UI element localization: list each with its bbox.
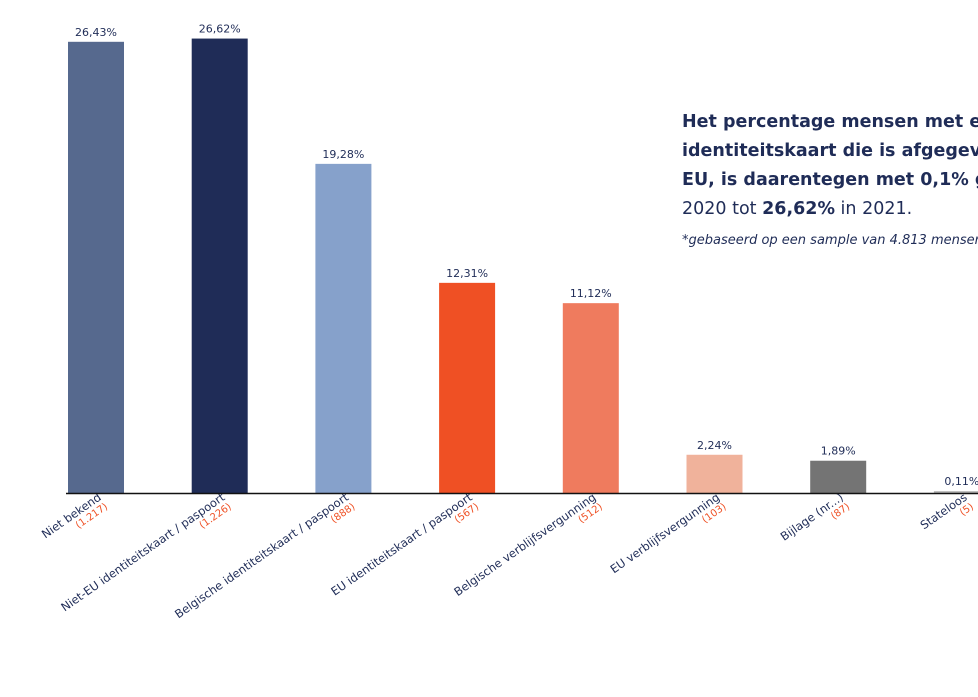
category-labels-group: Niet bekend(1.217)Niet-EU identiteitskaa…: [39, 490, 976, 621]
value-labels-group: 26,43% 26,62% 19,28% 12,31% 11,12% 2,24% 1,89%…: [75, 23, 978, 489]
bar-8: [933, 491, 978, 493]
annotation-line-2: identiteitskaart die is afgegeven buiten…: [682, 141, 978, 161]
bar-4: [439, 282, 496, 493]
value-label-3: 19,28%: [322, 148, 364, 161]
category-label-8: Stateloos(5): [918, 490, 976, 532]
bar-2: [191, 38, 248, 494]
category-label-6: EU verblijfsvergunning(103): [608, 490, 729, 576]
value-label-1: 26,43%: [75, 26, 117, 39]
annotation-line-1: Het percentage mensen met een: [682, 112, 978, 132]
value-label-4: 12,31%: [446, 267, 488, 280]
bar-1: [68, 41, 124, 493]
value-label-7: 1,89%: [821, 445, 856, 458]
bar-7: [810, 460, 867, 493]
annotation-line-3: EU, is daarentegen met 0,1% gestegen van: [682, 170, 978, 190]
value-label-6: 2,24%: [697, 439, 732, 452]
bar-3: [315, 163, 372, 493]
sample-note: *gebaseerd op een sample van 4.813 mense…: [682, 233, 978, 248]
bar-6: [686, 454, 743, 493]
bars-group: [68, 38, 978, 494]
annotation-line-4: 2020 tot 26,62% in 2021.: [682, 199, 913, 219]
category-label-1: Niet bekend(1.217): [39, 490, 110, 541]
value-label-5: 11,12%: [570, 287, 612, 300]
annotation-box: Het percentage mensen met een identiteit…: [682, 108, 978, 248]
bar-5: [562, 303, 619, 493]
category-label-7: Bijlage (nr...)(87): [778, 490, 853, 544]
category-name-6: EU verblijfsvergunning: [608, 490, 723, 576]
value-label-2: 26,62%: [199, 23, 241, 36]
value-label-8: 0,11%: [944, 475, 978, 488]
